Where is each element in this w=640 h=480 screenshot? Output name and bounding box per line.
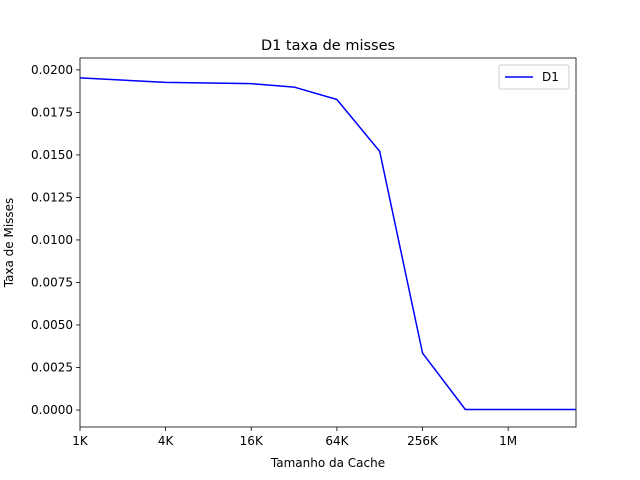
x-tick-label: 1M bbox=[499, 434, 517, 448]
y-axis: 0.0000 0.0025 0.0050 0.0075 0.0100 0.0125 0.01… bbox=[31, 63, 80, 417]
y-tick-label: 0.0175 bbox=[31, 105, 73, 119]
y-tick-label: 0.0100 bbox=[31, 233, 73, 247]
series-line-d1 bbox=[79, 77, 576, 411]
x-tick-label: 1K bbox=[72, 434, 89, 448]
x-tick-label: 64K bbox=[325, 434, 349, 448]
x-axis: 1K 4K 16K 64K 256K 1M bbox=[72, 427, 517, 448]
legend: D1 bbox=[498, 64, 570, 90]
x-tick-label: 4K bbox=[158, 434, 175, 448]
plot-background bbox=[80, 58, 576, 427]
y-tick-label: 0.0075 bbox=[31, 275, 73, 289]
plot-area bbox=[79, 57, 577, 428]
plot-frame bbox=[79, 57, 577, 428]
legend-label-d1: D1 bbox=[542, 70, 559, 84]
x-axis-label: Tamanho da Cache bbox=[270, 456, 385, 470]
y-tick-label: 0.0025 bbox=[31, 360, 73, 374]
y-axis-label: Taxa de Misses bbox=[2, 198, 16, 289]
y-tick-label: 0.0000 bbox=[31, 403, 73, 417]
y-tick-label: 0.0200 bbox=[31, 63, 73, 77]
x-tick-label: 16K bbox=[240, 434, 264, 448]
chart-title: D1 taxa de misses bbox=[261, 38, 395, 54]
x-tick-label: 256K bbox=[407, 434, 439, 448]
legend-box bbox=[498, 64, 570, 90]
y-tick-label: 0.0150 bbox=[31, 148, 73, 162]
y-tick-label: 0.0050 bbox=[31, 318, 73, 332]
y-tick-label: 0.0125 bbox=[31, 190, 73, 204]
